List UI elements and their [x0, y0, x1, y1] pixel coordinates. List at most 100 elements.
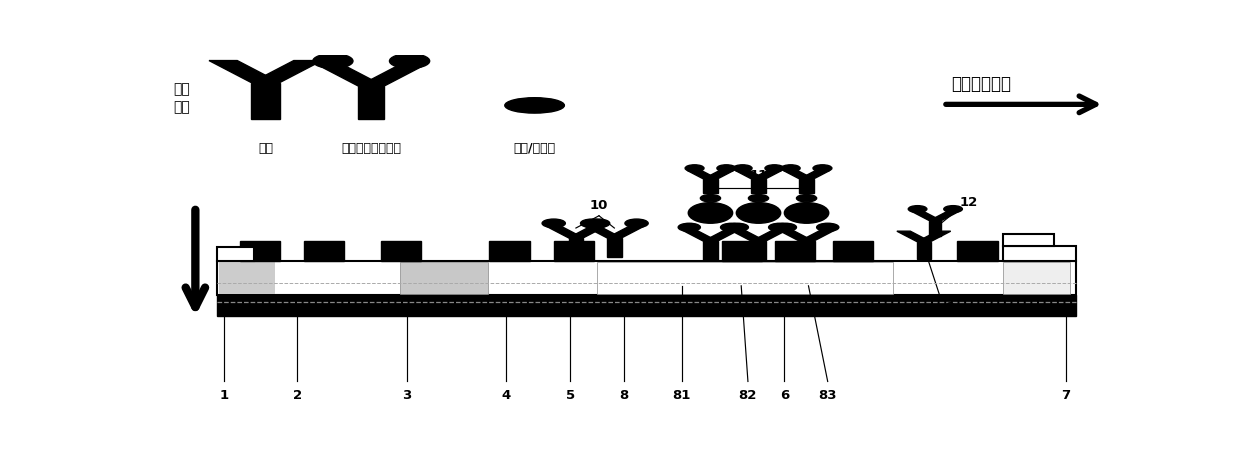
- Text: 抗原/外泌体: 抗原/外泌体: [513, 142, 556, 155]
- Circle shape: [686, 165, 704, 172]
- Polygon shape: [930, 221, 941, 236]
- Circle shape: [769, 223, 791, 231]
- Polygon shape: [751, 171, 781, 179]
- Polygon shape: [585, 226, 621, 238]
- Polygon shape: [800, 171, 830, 179]
- Bar: [832, 241, 873, 261]
- Polygon shape: [606, 226, 644, 238]
- Circle shape: [542, 219, 565, 228]
- Text: 83: 83: [818, 389, 837, 402]
- Text: 1: 1: [219, 389, 228, 402]
- Polygon shape: [779, 230, 813, 241]
- Text: 9: 9: [945, 301, 954, 314]
- Polygon shape: [703, 171, 733, 179]
- Bar: [217, 261, 1075, 294]
- Bar: [381, 241, 422, 261]
- Text: 免疫层析方向: 免疫层析方向: [951, 76, 1012, 93]
- Polygon shape: [918, 231, 951, 242]
- Bar: [217, 294, 1075, 316]
- Circle shape: [817, 223, 838, 231]
- Bar: [217, 248, 254, 261]
- Circle shape: [580, 219, 604, 228]
- Circle shape: [312, 54, 353, 68]
- Polygon shape: [568, 226, 605, 238]
- Bar: [219, 263, 275, 293]
- Polygon shape: [751, 230, 786, 241]
- Polygon shape: [568, 238, 583, 257]
- Circle shape: [587, 219, 610, 228]
- Circle shape: [733, 165, 751, 172]
- Ellipse shape: [737, 202, 781, 223]
- Text: 3: 3: [402, 389, 412, 402]
- Bar: [554, 241, 594, 261]
- Circle shape: [765, 165, 784, 172]
- Circle shape: [727, 223, 749, 231]
- Polygon shape: [751, 179, 765, 193]
- Polygon shape: [800, 241, 813, 259]
- Circle shape: [774, 223, 796, 231]
- Bar: [1003, 234, 1054, 246]
- Polygon shape: [606, 238, 621, 257]
- Circle shape: [720, 223, 743, 231]
- Polygon shape: [682, 230, 718, 241]
- Polygon shape: [358, 66, 423, 86]
- Bar: [1003, 263, 1070, 293]
- Circle shape: [717, 165, 735, 172]
- Bar: [957, 241, 998, 261]
- Ellipse shape: [505, 98, 564, 113]
- Polygon shape: [703, 179, 718, 193]
- Text: 抗体: 抗体: [258, 142, 273, 155]
- Polygon shape: [800, 230, 835, 241]
- Text: 10: 10: [590, 198, 608, 212]
- Text: 8: 8: [619, 389, 629, 402]
- Circle shape: [678, 223, 701, 231]
- Text: 7: 7: [1061, 389, 1070, 402]
- Polygon shape: [911, 212, 941, 221]
- Polygon shape: [320, 66, 384, 86]
- Ellipse shape: [785, 202, 828, 223]
- Polygon shape: [918, 242, 930, 259]
- Bar: [596, 263, 893, 293]
- Text: 2: 2: [293, 389, 301, 402]
- Circle shape: [625, 219, 649, 228]
- Bar: [304, 241, 345, 261]
- Polygon shape: [358, 86, 384, 119]
- Bar: [722, 241, 763, 261]
- Text: 5: 5: [565, 389, 574, 402]
- Text: 4: 4: [501, 389, 511, 402]
- Polygon shape: [930, 212, 959, 221]
- Circle shape: [749, 195, 769, 202]
- Polygon shape: [687, 171, 718, 179]
- Bar: [1003, 246, 1075, 261]
- Circle shape: [813, 165, 832, 172]
- Polygon shape: [547, 226, 583, 238]
- Bar: [239, 241, 280, 261]
- Polygon shape: [800, 179, 813, 193]
- Text: 82: 82: [739, 389, 758, 402]
- Polygon shape: [210, 61, 280, 83]
- Text: 6: 6: [780, 389, 789, 402]
- Circle shape: [701, 195, 720, 202]
- Text: 12: 12: [960, 196, 977, 209]
- Bar: [775, 241, 815, 261]
- Polygon shape: [784, 171, 813, 179]
- Circle shape: [908, 206, 926, 212]
- Text: 滴加
样品: 滴加 样品: [174, 82, 190, 115]
- Polygon shape: [703, 241, 718, 259]
- Polygon shape: [751, 241, 765, 259]
- Ellipse shape: [688, 202, 733, 223]
- Text: 被颌粒标记的抗体: 被颌粒标记的抗体: [341, 142, 402, 155]
- Polygon shape: [730, 230, 765, 241]
- Circle shape: [796, 195, 817, 202]
- Polygon shape: [703, 230, 739, 241]
- Bar: [401, 263, 489, 293]
- Polygon shape: [897, 231, 930, 242]
- Text: 11: 11: [749, 169, 768, 182]
- Polygon shape: [735, 171, 765, 179]
- Circle shape: [389, 54, 429, 68]
- Polygon shape: [252, 61, 322, 83]
- Text: 81: 81: [672, 389, 691, 402]
- Polygon shape: [252, 83, 280, 119]
- Bar: [490, 241, 529, 261]
- Circle shape: [944, 206, 962, 212]
